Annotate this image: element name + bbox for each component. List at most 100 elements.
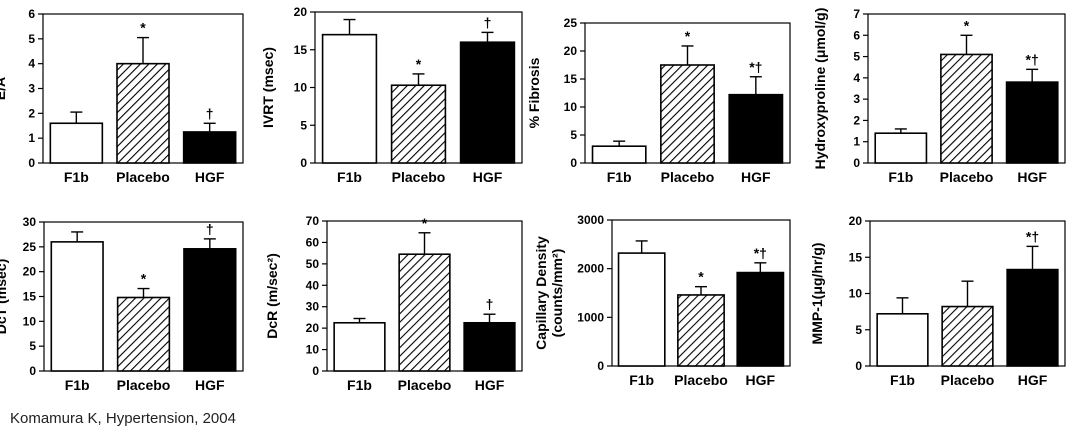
chart-panel-3: 0 5 10 15 20 25 % Fibrosis F1b * Placebo *† HGF bbox=[526, 16, 791, 185]
y-tick-label: 0 bbox=[855, 359, 862, 373]
significance-mark: *† bbox=[1026, 228, 1039, 244]
y-tick-label: 15 bbox=[294, 43, 308, 57]
chart-panel-2: 0 5 10 15 20 IVRT (msec) F1b * Placebo † HGF bbox=[260, 5, 523, 185]
y-tick-label: 40 bbox=[306, 278, 320, 292]
bar-hgf bbox=[183, 248, 237, 372]
x-tick-label: Placebo bbox=[117, 377, 171, 393]
y-tick-label: 25 bbox=[564, 16, 578, 30]
bar-hgf bbox=[728, 93, 784, 164]
x-tick-label: HGF bbox=[1017, 169, 1047, 185]
significance-mark: * bbox=[422, 215, 428, 231]
x-tick-label: Placebo bbox=[674, 372, 728, 388]
y-tick-label: 0 bbox=[597, 359, 604, 373]
x-tick-label: F1b bbox=[64, 169, 89, 185]
bar-placebo bbox=[660, 64, 715, 164]
significance-mark: *† bbox=[1026, 51, 1039, 67]
x-tick-label: F1b bbox=[629, 372, 654, 388]
chart-panel-7: 0 1000 2000 3000 Capillary Density(counts/mm… bbox=[533, 213, 791, 388]
y-axis-label: Hydroxyproline (μmol/g) bbox=[812, 8, 828, 170]
bar-hgf bbox=[1005, 81, 1059, 164]
significance-mark: † bbox=[206, 105, 214, 121]
y-tick-label: 5 bbox=[29, 339, 36, 353]
y-tick-label: 1000 bbox=[577, 310, 604, 324]
y-tick-label: 10 bbox=[849, 287, 863, 301]
y-axis-label: % Fibrosis bbox=[526, 57, 542, 128]
x-tick-label: F1b bbox=[607, 169, 632, 185]
y-tick-label: 50 bbox=[306, 257, 320, 271]
y-axis-label: E/A bbox=[0, 77, 8, 100]
x-tick-label: Placebo bbox=[940, 169, 994, 185]
y-tick-label: 0 bbox=[312, 364, 319, 378]
bar-hgf bbox=[459, 41, 516, 164]
bar-f1b bbox=[333, 321, 386, 372]
bar-placebo bbox=[940, 53, 993, 164]
bar-hgf bbox=[1006, 268, 1059, 367]
x-tick-label: HGF bbox=[1018, 372, 1048, 388]
x-tick-label: Placebo bbox=[392, 169, 446, 185]
y-tick-label: 3000 bbox=[577, 213, 604, 227]
bar-f1b bbox=[876, 312, 929, 367]
bar-f1b bbox=[617, 252, 666, 367]
bar-placebo bbox=[941, 305, 994, 367]
x-tick-label: Placebo bbox=[661, 169, 715, 185]
x-tick-label: HGF bbox=[195, 377, 225, 393]
y-tick-label: 20 bbox=[564, 44, 578, 58]
bar-f1b bbox=[591, 145, 647, 164]
bar-f1b bbox=[50, 241, 104, 372]
y-tick-label: 30 bbox=[23, 215, 37, 229]
y-tick-label: 20 bbox=[23, 265, 37, 279]
x-tick-label: F1b bbox=[347, 377, 372, 393]
y-tick-label: 30 bbox=[306, 300, 320, 314]
y-tick-label: 0 bbox=[853, 156, 860, 170]
chart-panel-1: 0 1 2 3 4 5 6 E/A F1b * Placebo † HGF bbox=[0, 7, 244, 185]
significance-mark: † bbox=[486, 296, 494, 312]
y-tick-label: 15 bbox=[849, 250, 863, 264]
y-tick-label: 10 bbox=[294, 81, 308, 95]
significance-mark: * bbox=[698, 269, 704, 285]
x-tick-label: F1b bbox=[888, 169, 913, 185]
y-tick-label: 3 bbox=[28, 82, 35, 96]
y-tick-label: 4 bbox=[28, 57, 35, 71]
x-tick-label: Placebo bbox=[398, 377, 452, 393]
y-tick-label: 1 bbox=[853, 135, 860, 149]
bar-f1b bbox=[321, 33, 378, 164]
y-tick-label: 20 bbox=[306, 321, 320, 335]
significance-mark: *† bbox=[754, 245, 767, 261]
y-tick-label: 5 bbox=[855, 323, 862, 337]
y-tick-label: 5 bbox=[300, 118, 307, 132]
x-tick-label: HGF bbox=[741, 169, 771, 185]
significance-mark: * bbox=[141, 271, 147, 287]
y-tick-label: 6 bbox=[853, 28, 860, 42]
y-tick-label: 10 bbox=[306, 343, 320, 357]
bar-placebo bbox=[677, 294, 725, 367]
bar-placebo bbox=[398, 253, 451, 372]
y-tick-label: 5 bbox=[28, 32, 35, 46]
x-tick-label: HGF bbox=[195, 169, 225, 185]
y-tick-label: 20 bbox=[294, 5, 308, 19]
y-axis-label: DcR (m/sec²) bbox=[264, 253, 280, 339]
x-tick-label: F1b bbox=[337, 169, 362, 185]
y-tick-label: 10 bbox=[564, 100, 578, 114]
y-tick-label: 0 bbox=[570, 156, 577, 170]
bar-f1b bbox=[874, 132, 928, 164]
x-tick-label: HGF bbox=[746, 372, 776, 388]
bar-hgf bbox=[736, 271, 785, 367]
y-tick-label: 7 bbox=[853, 7, 860, 21]
significance-mark: † bbox=[206, 221, 214, 237]
chart-panel-6: 0 10 20 30 40 50 60 70 DcR (m/sec²) F1b * Placebo † H… bbox=[264, 214, 523, 393]
y-tick-label: 3 bbox=[853, 92, 860, 106]
y-axis-label: IVRT (msec) bbox=[260, 47, 276, 128]
x-tick-label: F1b bbox=[890, 372, 915, 388]
y-tick-label: 70 bbox=[306, 214, 320, 228]
bar-f1b bbox=[49, 122, 104, 164]
citation-text: Komamura K, Hypertension, 2004 bbox=[10, 410, 236, 427]
significance-mark: * bbox=[416, 56, 422, 72]
y-tick-label: 2000 bbox=[577, 262, 604, 276]
y-tick-label: 4 bbox=[853, 71, 860, 85]
bar-hgf bbox=[182, 131, 237, 164]
significance-mark: *† bbox=[749, 59, 762, 75]
y-tick-label: 0 bbox=[300, 156, 307, 170]
y-tick-label: 15 bbox=[564, 72, 578, 86]
significance-mark: * bbox=[140, 20, 146, 36]
